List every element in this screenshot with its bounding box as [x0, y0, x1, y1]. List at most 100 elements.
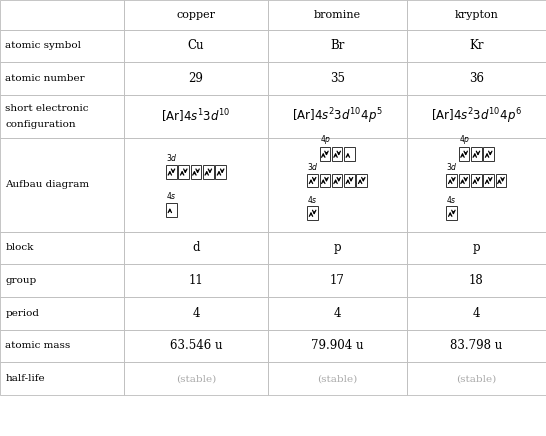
Text: Cu: Cu: [188, 40, 204, 52]
Text: atomic number: atomic number: [5, 74, 85, 83]
Text: $[\mathrm{Ar}]4s^{2}3d^{10}4p^{5}$: $[\mathrm{Ar}]4s^{2}3d^{10}4p^{5}$: [292, 107, 382, 126]
Text: configuration: configuration: [5, 120, 76, 129]
Text: $4s$: $4s$: [307, 194, 318, 204]
Text: Kr: Kr: [469, 40, 484, 52]
Bar: [407, 232, 546, 264]
Bar: [471, 174, 482, 187]
Bar: [319, 147, 330, 161]
Text: half-life: half-life: [5, 374, 45, 383]
Bar: [124, 264, 268, 297]
Text: (stable): (stable): [176, 374, 216, 383]
Bar: [307, 206, 318, 220]
Bar: [124, 330, 268, 362]
Text: p: p: [334, 242, 341, 254]
Bar: [0, 362, 124, 395]
Text: atomic symbol: atomic symbol: [5, 41, 81, 51]
Bar: [0, 0, 124, 30]
Bar: [0, 62, 124, 95]
Bar: [124, 95, 268, 138]
Bar: [0, 138, 124, 232]
Text: krypton: krypton: [454, 10, 498, 20]
Text: 4: 4: [334, 307, 341, 320]
Bar: [124, 232, 268, 264]
Bar: [268, 0, 407, 30]
Bar: [124, 62, 268, 95]
Bar: [307, 174, 318, 187]
Bar: [203, 165, 213, 179]
Text: atomic mass: atomic mass: [5, 341, 71, 351]
Bar: [268, 138, 407, 232]
Text: $4p$: $4p$: [459, 133, 470, 146]
Text: (stable): (stable): [456, 374, 496, 383]
Bar: [459, 174, 470, 187]
Bar: [344, 174, 355, 187]
Text: group: group: [5, 276, 37, 285]
Text: $4s$: $4s$: [447, 194, 457, 204]
Bar: [124, 138, 268, 232]
Bar: [268, 95, 407, 138]
Bar: [0, 297, 124, 330]
Bar: [459, 147, 470, 161]
Text: 11: 11: [188, 274, 204, 287]
Text: 63.546 u: 63.546 u: [170, 340, 222, 352]
Bar: [0, 330, 124, 362]
Bar: [447, 174, 457, 187]
Bar: [357, 174, 367, 187]
Bar: [407, 62, 546, 95]
Bar: [483, 174, 494, 187]
Bar: [124, 362, 268, 395]
Text: copper: copper: [176, 10, 216, 20]
Bar: [215, 165, 226, 179]
Bar: [124, 30, 268, 62]
Bar: [407, 362, 546, 395]
Bar: [268, 62, 407, 95]
Bar: [268, 297, 407, 330]
Text: short electronic: short electronic: [5, 104, 89, 113]
Bar: [407, 0, 546, 30]
Text: $3d$: $3d$: [166, 152, 178, 164]
Bar: [344, 147, 355, 161]
Bar: [407, 264, 546, 297]
Bar: [407, 30, 546, 62]
Bar: [332, 174, 342, 187]
Bar: [407, 95, 546, 138]
Bar: [407, 297, 546, 330]
Text: 4: 4: [473, 307, 480, 320]
Bar: [319, 174, 330, 187]
Bar: [268, 264, 407, 297]
Bar: [0, 30, 124, 62]
Text: 18: 18: [469, 274, 484, 287]
Text: 83.798 u: 83.798 u: [450, 340, 502, 352]
Text: 29: 29: [188, 72, 204, 85]
Text: 17: 17: [330, 274, 345, 287]
Bar: [0, 95, 124, 138]
Text: period: period: [5, 309, 39, 318]
Text: $4s$: $4s$: [166, 190, 177, 201]
Bar: [268, 362, 407, 395]
Text: $3d$: $3d$: [447, 161, 458, 172]
Bar: [496, 174, 506, 187]
Text: p: p: [473, 242, 480, 254]
Bar: [483, 147, 494, 161]
Bar: [166, 165, 177, 179]
Bar: [179, 165, 189, 179]
Text: Aufbau diagram: Aufbau diagram: [5, 180, 90, 189]
Bar: [191, 165, 201, 179]
Text: (stable): (stable): [317, 374, 357, 383]
Text: 36: 36: [469, 72, 484, 85]
Bar: [268, 232, 407, 264]
Bar: [0, 232, 124, 264]
Text: block: block: [5, 243, 34, 252]
Text: 79.904 u: 79.904 u: [311, 340, 364, 352]
Text: 35: 35: [330, 72, 345, 85]
Text: $[\mathrm{Ar}]4s^{1}3d^{10}$: $[\mathrm{Ar}]4s^{1}3d^{10}$: [161, 108, 231, 125]
Bar: [447, 206, 457, 220]
Text: 4: 4: [192, 307, 200, 320]
Bar: [166, 203, 177, 217]
Bar: [124, 297, 268, 330]
Bar: [124, 0, 268, 30]
Bar: [0, 264, 124, 297]
Text: $3d$: $3d$: [307, 161, 319, 172]
Text: Br: Br: [330, 40, 345, 52]
Bar: [407, 330, 546, 362]
